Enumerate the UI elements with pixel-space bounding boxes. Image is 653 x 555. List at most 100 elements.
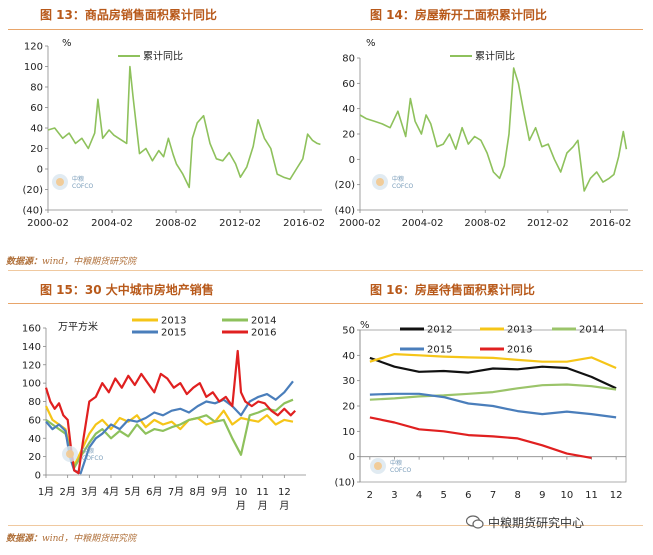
legend-label: 2015 xyxy=(161,328,186,339)
x-tick-label-unit: 月 xyxy=(258,500,268,512)
watermark-sub-text: COFCO xyxy=(82,455,104,462)
x-tick-label: 3 xyxy=(391,490,397,501)
y-tick-label: 20 xyxy=(30,144,43,155)
y-tick-label: (40) xyxy=(22,206,43,217)
x-tick-label: 8 xyxy=(514,490,520,501)
y-tick-label: 20 xyxy=(342,402,355,413)
source-label: 数据源： xyxy=(6,534,43,544)
x-tick-label: 6月 xyxy=(146,486,162,498)
y-tick-label: 100 xyxy=(24,62,43,73)
legend-label: 累计同比 xyxy=(143,50,183,63)
series-line-fig16-0 xyxy=(369,356,617,390)
y-tick-label: 0 xyxy=(37,165,43,176)
y-axis-unit: % xyxy=(62,38,72,49)
x-tick-label: 5月 xyxy=(124,486,140,498)
y-tick-label: 80 xyxy=(342,54,355,65)
x-tick-label: 10 xyxy=(561,490,574,501)
series-line-fig15-3 xyxy=(44,349,296,475)
legend-label: 2014 xyxy=(579,325,604,336)
x-tick-label: 2016-02 xyxy=(283,218,325,229)
x-tick-label: 9月 xyxy=(211,486,227,498)
y-tick-label: 50 xyxy=(342,326,355,337)
x-tick-label: 3月 xyxy=(81,486,97,498)
x-tick-label: 9 xyxy=(539,490,545,501)
x-tick-label: 1月 xyxy=(38,486,54,498)
y-tick-label: 160 xyxy=(22,324,41,335)
figure-15-caption: 图 15：30 大中城市房地产销售 xyxy=(40,283,214,297)
x-tick-label: 12 xyxy=(610,490,623,501)
y-tick-label: 60 xyxy=(342,79,355,90)
y-tick-label: 60 xyxy=(28,415,41,426)
x-tick-label: 2月 xyxy=(59,486,75,498)
chart-figure-14: (40) (20) 0 20 40 60 80 2000-02 2004-02 2008-02 20… xyxy=(330,32,648,250)
y-tick-label: 40 xyxy=(28,434,41,445)
y-tick-label: 20 xyxy=(28,452,41,463)
y-tick-label: 140 xyxy=(22,342,41,353)
x-tick-label: 8月 xyxy=(189,486,205,498)
y-tick-label: (20) xyxy=(334,180,355,191)
series-line-fig14-0 xyxy=(359,67,628,192)
watermark-logo-text: 中粮 xyxy=(392,175,404,183)
y-axis-unit: % xyxy=(360,320,370,331)
legend-label: 2012 xyxy=(427,325,452,336)
y-tick-label: 40 xyxy=(342,351,355,362)
x-tick-label: 2000-02 xyxy=(339,218,381,229)
source-note-top: 数据源：wind，中粮期货研究院 xyxy=(6,254,136,267)
legend-label: 2013 xyxy=(161,316,186,327)
watermark-logo-text: 中粮 xyxy=(390,459,402,467)
x-tick-label: 11 xyxy=(256,487,269,498)
x-tick-label: 7 xyxy=(490,490,496,501)
x-tick-label: 2008-02 xyxy=(464,218,506,229)
x-tick-label: 4月 xyxy=(103,486,119,498)
x-tick-label: 2 xyxy=(367,490,373,501)
y-tick-label: 40 xyxy=(30,124,43,135)
source-note-bottom: 数据源：wind，中粮期货研究院 xyxy=(6,531,136,544)
y-tick-label: 80 xyxy=(28,397,41,408)
legend-label: 2016 xyxy=(251,328,276,339)
y-tick-label: 0 xyxy=(35,471,41,482)
chart-figure-16: (10) 0 10 20 30 40 50 2 3 4 5 6 7 8 9 10 11 12% 2012 2013 20… xyxy=(330,308,650,523)
caption-underline-bottom xyxy=(8,303,643,304)
y-tick-label: 30 xyxy=(342,376,355,387)
x-tick-label: 2012-02 xyxy=(527,218,569,229)
legend-label: 2015 xyxy=(427,345,452,356)
x-tick-label: 2012-02 xyxy=(219,218,261,229)
y-tick-label: 40 xyxy=(342,104,355,115)
y-tick-label: 120 xyxy=(24,42,43,53)
y-tick-label: (20) xyxy=(22,185,43,196)
series-line-fig15-1 xyxy=(45,398,294,469)
divider-middle xyxy=(8,270,643,271)
x-tick-label-unit: 月 xyxy=(279,500,289,512)
series-line-fig13-0 xyxy=(47,65,321,189)
x-tick-label: 7月 xyxy=(168,486,184,498)
chart-figure-15: 0 20 40 60 80 100 120 140 160 1月 2月 3月 4月 5月 6月 7月 8月 9月 1… xyxy=(0,308,320,523)
x-tick-label: 6 xyxy=(465,490,471,501)
figure-16-caption: 图 16：房屋待售面积累计同比 xyxy=(370,283,535,297)
y-tick-label: 0 xyxy=(349,452,355,463)
x-tick-label: 11 xyxy=(585,490,598,501)
x-tick-label: 4 xyxy=(416,490,422,501)
caption-underline-top xyxy=(8,29,643,30)
series-line-fig16-4 xyxy=(369,416,592,459)
watermark-sub-text: COFCO xyxy=(392,183,414,190)
y-tick-label: 80 xyxy=(30,83,43,94)
y-tick-label: 120 xyxy=(22,360,41,371)
x-tick-label: 10 xyxy=(235,487,248,498)
divider-bottom xyxy=(8,525,643,526)
x-tick-label: 12 xyxy=(278,487,291,498)
x-tick-label: 2000-02 xyxy=(27,218,69,229)
series-line-fig16-2 xyxy=(369,383,617,401)
x-tick-label: 2008-02 xyxy=(155,218,197,229)
series-line-fig16-1 xyxy=(369,352,617,370)
source-text: wind，中粮期货研究院 xyxy=(42,257,137,267)
wechat-account-name: 中粮期货研究中心 xyxy=(488,516,585,530)
chart-figure-13: (40) (20) 0 20 40 60 80 100 120 2000-02 2004-02 200… xyxy=(0,32,330,250)
y-tick-label: 100 xyxy=(22,379,41,390)
x-tick-label: 5 xyxy=(441,490,447,501)
x-tick-label: 2004-02 xyxy=(91,218,133,229)
y-axis-unit: % xyxy=(366,38,376,49)
